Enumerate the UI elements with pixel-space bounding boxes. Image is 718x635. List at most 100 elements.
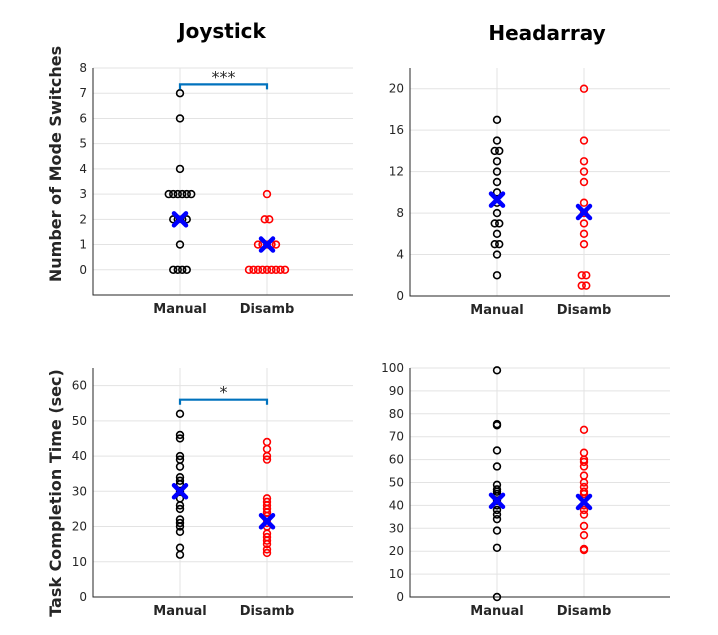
data-point bbox=[178, 265, 187, 274]
data-point bbox=[164, 189, 173, 199]
data-point bbox=[579, 198, 589, 207]
data-point bbox=[175, 451, 185, 461]
data-point bbox=[492, 462, 502, 471]
data-point bbox=[175, 409, 185, 418]
y-tick-label: 3 bbox=[79, 187, 87, 201]
mean-marker bbox=[171, 483, 189, 500]
y-tick-label: 30 bbox=[389, 521, 404, 535]
data-point bbox=[175, 504, 185, 514]
data-point bbox=[579, 177, 589, 187]
y-tick-label: 50 bbox=[72, 414, 87, 428]
data-point bbox=[175, 550, 185, 559]
y-tick-label: 20 bbox=[72, 520, 87, 534]
mean-marker bbox=[575, 203, 593, 221]
panel-headarray-completion-time: 0 10 20 30 40 50 60 70 80 90 100 Manual Disamb bbox=[381, 361, 670, 619]
data-point bbox=[579, 219, 589, 228]
data-point bbox=[175, 518, 185, 528]
data-point bbox=[175, 430, 185, 440]
data-point bbox=[579, 167, 589, 176]
data-point bbox=[244, 265, 254, 274]
data-point bbox=[579, 239, 589, 249]
data-point bbox=[579, 545, 589, 555]
data-point bbox=[579, 478, 589, 487]
data-point bbox=[265, 215, 274, 224]
data-point bbox=[173, 265, 182, 274]
row-labels: Number of Mode Switches Task Completion … bbox=[46, 46, 65, 617]
y-tick-label: 8 bbox=[396, 206, 404, 220]
data-point bbox=[490, 219, 499, 228]
data-point bbox=[492, 229, 502, 239]
axis-lines bbox=[92, 68, 353, 296]
y-tick-label: 6 bbox=[79, 111, 87, 125]
column-title-headarray: Headarray bbox=[488, 21, 605, 45]
data-point bbox=[182, 189, 191, 199]
data-point bbox=[175, 522, 185, 531]
data-point bbox=[579, 510, 589, 519]
data-point bbox=[175, 462, 185, 471]
data-point bbox=[492, 188, 502, 197]
data-point bbox=[267, 265, 276, 274]
y-tick-label: 20 bbox=[389, 544, 404, 558]
y-tick-label: 7 bbox=[79, 86, 87, 100]
data-point bbox=[178, 189, 187, 199]
data-point bbox=[271, 265, 281, 274]
axis-lines bbox=[92, 368, 353, 598]
data-point bbox=[173, 189, 182, 199]
significance-bracket bbox=[178, 83, 269, 90]
data-point bbox=[579, 505, 589, 515]
data-point bbox=[579, 425, 589, 435]
data-point bbox=[169, 215, 178, 224]
data-point bbox=[492, 421, 502, 430]
y-tick-label: 16 bbox=[389, 123, 404, 137]
data-point bbox=[280, 265, 290, 274]
data-point bbox=[175, 434, 185, 443]
data-point bbox=[577, 281, 586, 290]
data-point bbox=[175, 114, 185, 123]
data-point bbox=[169, 265, 178, 274]
x-tick-label: Disamb bbox=[240, 302, 295, 317]
data-point bbox=[492, 271, 502, 280]
data-point bbox=[579, 489, 589, 499]
data-point bbox=[253, 240, 263, 249]
data-point bbox=[579, 530, 589, 540]
data-point bbox=[169, 189, 178, 199]
panel-joystick-completion-time: 0 10 20 30 40 50 60 Manual Disamb * bbox=[72, 368, 353, 619]
data-point bbox=[262, 189, 272, 199]
data-point bbox=[175, 89, 185, 98]
data-point bbox=[492, 136, 502, 145]
data-point bbox=[175, 240, 185, 249]
data-point bbox=[495, 219, 504, 228]
data-point bbox=[492, 446, 502, 455]
x-tick-label: Manual bbox=[153, 604, 206, 619]
mean-marker bbox=[488, 492, 506, 510]
y-tick-label: 5 bbox=[79, 137, 87, 151]
mean-marker bbox=[171, 211, 189, 228]
x-tick-label: Disamb bbox=[240, 604, 295, 619]
y-tick-label: 8 bbox=[79, 61, 87, 75]
y-tick-label: 10 bbox=[389, 567, 404, 581]
column-titles: Joystick Headarray bbox=[176, 19, 605, 45]
ylabel-mode-switches: Number of Mode Switches bbox=[46, 46, 65, 282]
significance-label: *** bbox=[212, 67, 236, 86]
data-point bbox=[490, 146, 499, 156]
data-point bbox=[262, 240, 272, 249]
column-title-joystick: Joystick bbox=[176, 19, 266, 43]
data-point bbox=[262, 548, 272, 558]
y-tick-label: 2 bbox=[79, 212, 87, 226]
axis-lines bbox=[409, 68, 670, 297]
y-tick-label: 0 bbox=[396, 590, 404, 604]
data-point bbox=[579, 229, 589, 239]
data-point bbox=[582, 271, 591, 280]
data-point bbox=[492, 592, 502, 602]
data-point bbox=[253, 265, 263, 274]
data-point bbox=[579, 457, 589, 467]
y-tick-label: 50 bbox=[389, 476, 404, 490]
data-point bbox=[492, 177, 502, 187]
x-tick-label: Manual bbox=[470, 604, 523, 619]
y-tick-label: 12 bbox=[389, 165, 404, 179]
x-tick-label: Disamb bbox=[557, 604, 612, 619]
data-point bbox=[492, 496, 502, 506]
data-point bbox=[495, 146, 504, 156]
data-point bbox=[175, 527, 185, 537]
